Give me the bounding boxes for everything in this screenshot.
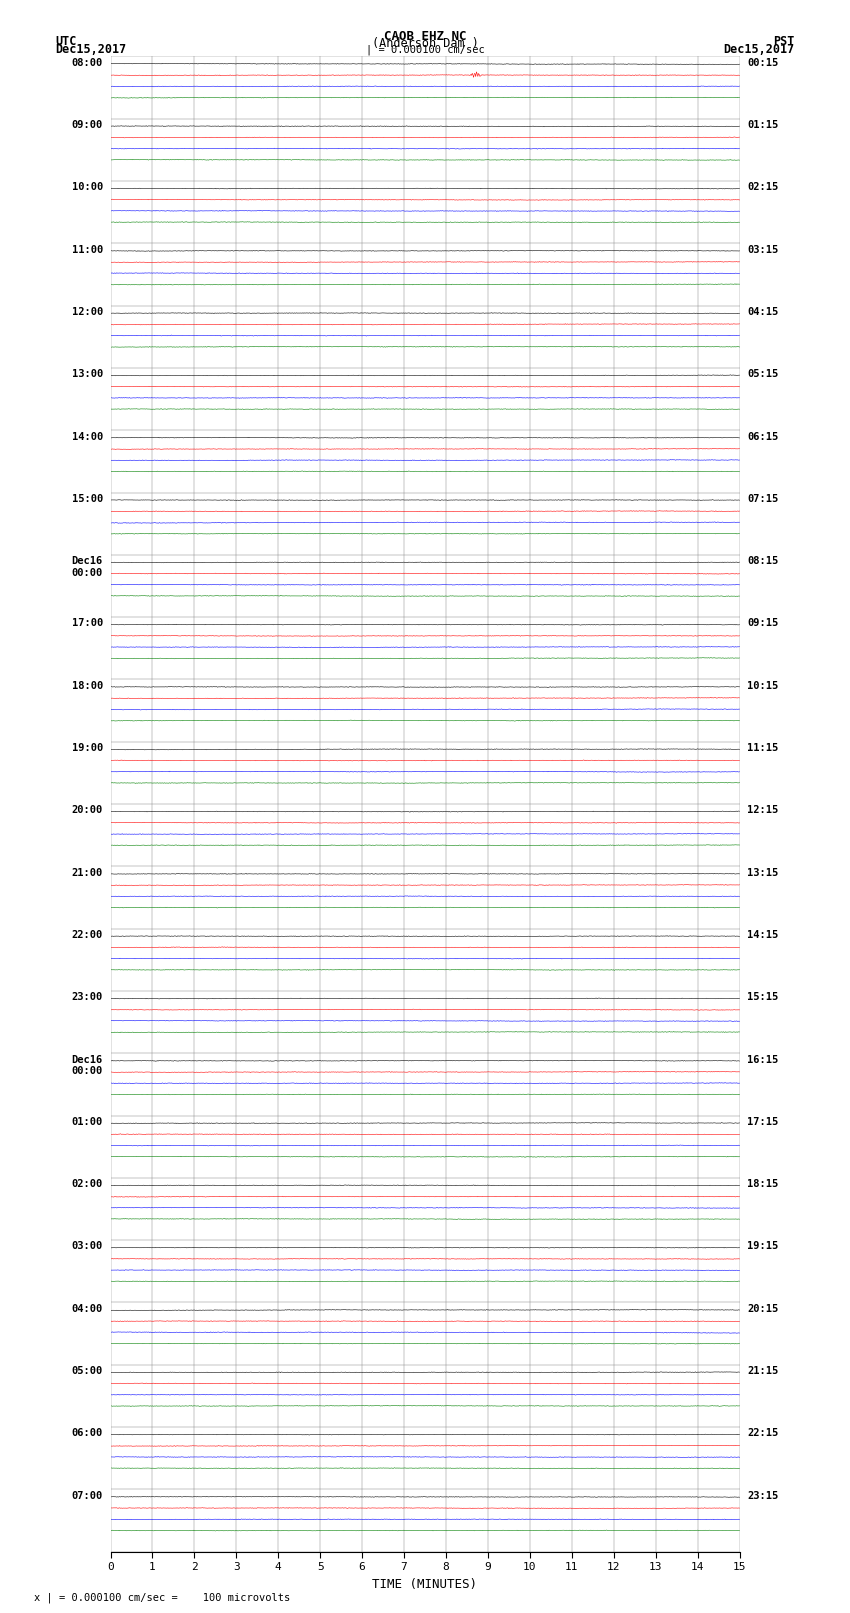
- Text: 21:00: 21:00: [71, 868, 103, 877]
- Text: 05:00: 05:00: [71, 1366, 103, 1376]
- Text: 04:00: 04:00: [71, 1303, 103, 1313]
- Text: 11:00: 11:00: [71, 245, 103, 255]
- Text: 10:00: 10:00: [71, 182, 103, 192]
- Text: 01:00: 01:00: [71, 1116, 103, 1127]
- Text: PST: PST: [774, 35, 795, 48]
- Text: 13:00: 13:00: [71, 369, 103, 379]
- Text: Dec16
00:00: Dec16 00:00: [71, 1055, 103, 1076]
- Text: 17:00: 17:00: [71, 618, 103, 629]
- Text: 09:15: 09:15: [747, 618, 779, 629]
- Text: 19:15: 19:15: [747, 1242, 779, 1252]
- Text: 15:15: 15:15: [747, 992, 779, 1002]
- Text: 03:15: 03:15: [747, 245, 779, 255]
- Text: 06:15: 06:15: [747, 432, 779, 442]
- Text: 14:00: 14:00: [71, 432, 103, 442]
- Text: 04:15: 04:15: [747, 306, 779, 316]
- Text: 01:15: 01:15: [747, 119, 779, 131]
- Text: Dec15,2017: Dec15,2017: [55, 44, 127, 56]
- Text: 07:15: 07:15: [747, 494, 779, 503]
- Text: 14:15: 14:15: [747, 931, 779, 940]
- Text: 19:00: 19:00: [71, 744, 103, 753]
- Text: 23:00: 23:00: [71, 992, 103, 1002]
- Text: 00:00: 00:00: [71, 1055, 103, 1065]
- Text: 18:00: 18:00: [71, 681, 103, 690]
- Text: 00:15: 00:15: [747, 58, 779, 68]
- Text: 16:15: 16:15: [747, 1055, 779, 1065]
- Text: 07:00: 07:00: [71, 1490, 103, 1500]
- Text: 06:00: 06:00: [71, 1429, 103, 1439]
- Text: 10:15: 10:15: [747, 681, 779, 690]
- Text: 02:15: 02:15: [747, 182, 779, 192]
- Text: | = 0.000100 cm/sec: | = 0.000100 cm/sec: [366, 44, 484, 55]
- Text: CAOB EHZ NC: CAOB EHZ NC: [383, 31, 467, 44]
- Text: Dec15,2017: Dec15,2017: [723, 44, 795, 56]
- Text: 11:15: 11:15: [747, 744, 779, 753]
- Text: (Anderson Dam ): (Anderson Dam ): [371, 37, 479, 50]
- Text: 18:15: 18:15: [747, 1179, 779, 1189]
- Text: 22:00: 22:00: [71, 931, 103, 940]
- Text: Dec16
00:00: Dec16 00:00: [71, 556, 103, 577]
- Text: 21:15: 21:15: [747, 1366, 779, 1376]
- Text: 17:15: 17:15: [747, 1116, 779, 1127]
- Text: UTC: UTC: [55, 35, 76, 48]
- Text: 12:00: 12:00: [71, 306, 103, 316]
- Text: 15:00: 15:00: [71, 494, 103, 503]
- Text: 20:15: 20:15: [747, 1303, 779, 1313]
- Text: 22:15: 22:15: [747, 1429, 779, 1439]
- Text: 23:15: 23:15: [747, 1490, 779, 1500]
- X-axis label: TIME (MINUTES): TIME (MINUTES): [372, 1578, 478, 1590]
- Text: 20:00: 20:00: [71, 805, 103, 815]
- Text: 02:00: 02:00: [71, 1179, 103, 1189]
- Text: 08:00: 08:00: [71, 58, 103, 68]
- Text: 13:15: 13:15: [747, 868, 779, 877]
- Text: 05:15: 05:15: [747, 369, 779, 379]
- Text: 12:15: 12:15: [747, 805, 779, 815]
- Text: 09:00: 09:00: [71, 119, 103, 131]
- Text: x | = 0.000100 cm/sec =    100 microvolts: x | = 0.000100 cm/sec = 100 microvolts: [34, 1592, 290, 1603]
- Text: 08:15: 08:15: [747, 556, 779, 566]
- Text: 03:00: 03:00: [71, 1242, 103, 1252]
